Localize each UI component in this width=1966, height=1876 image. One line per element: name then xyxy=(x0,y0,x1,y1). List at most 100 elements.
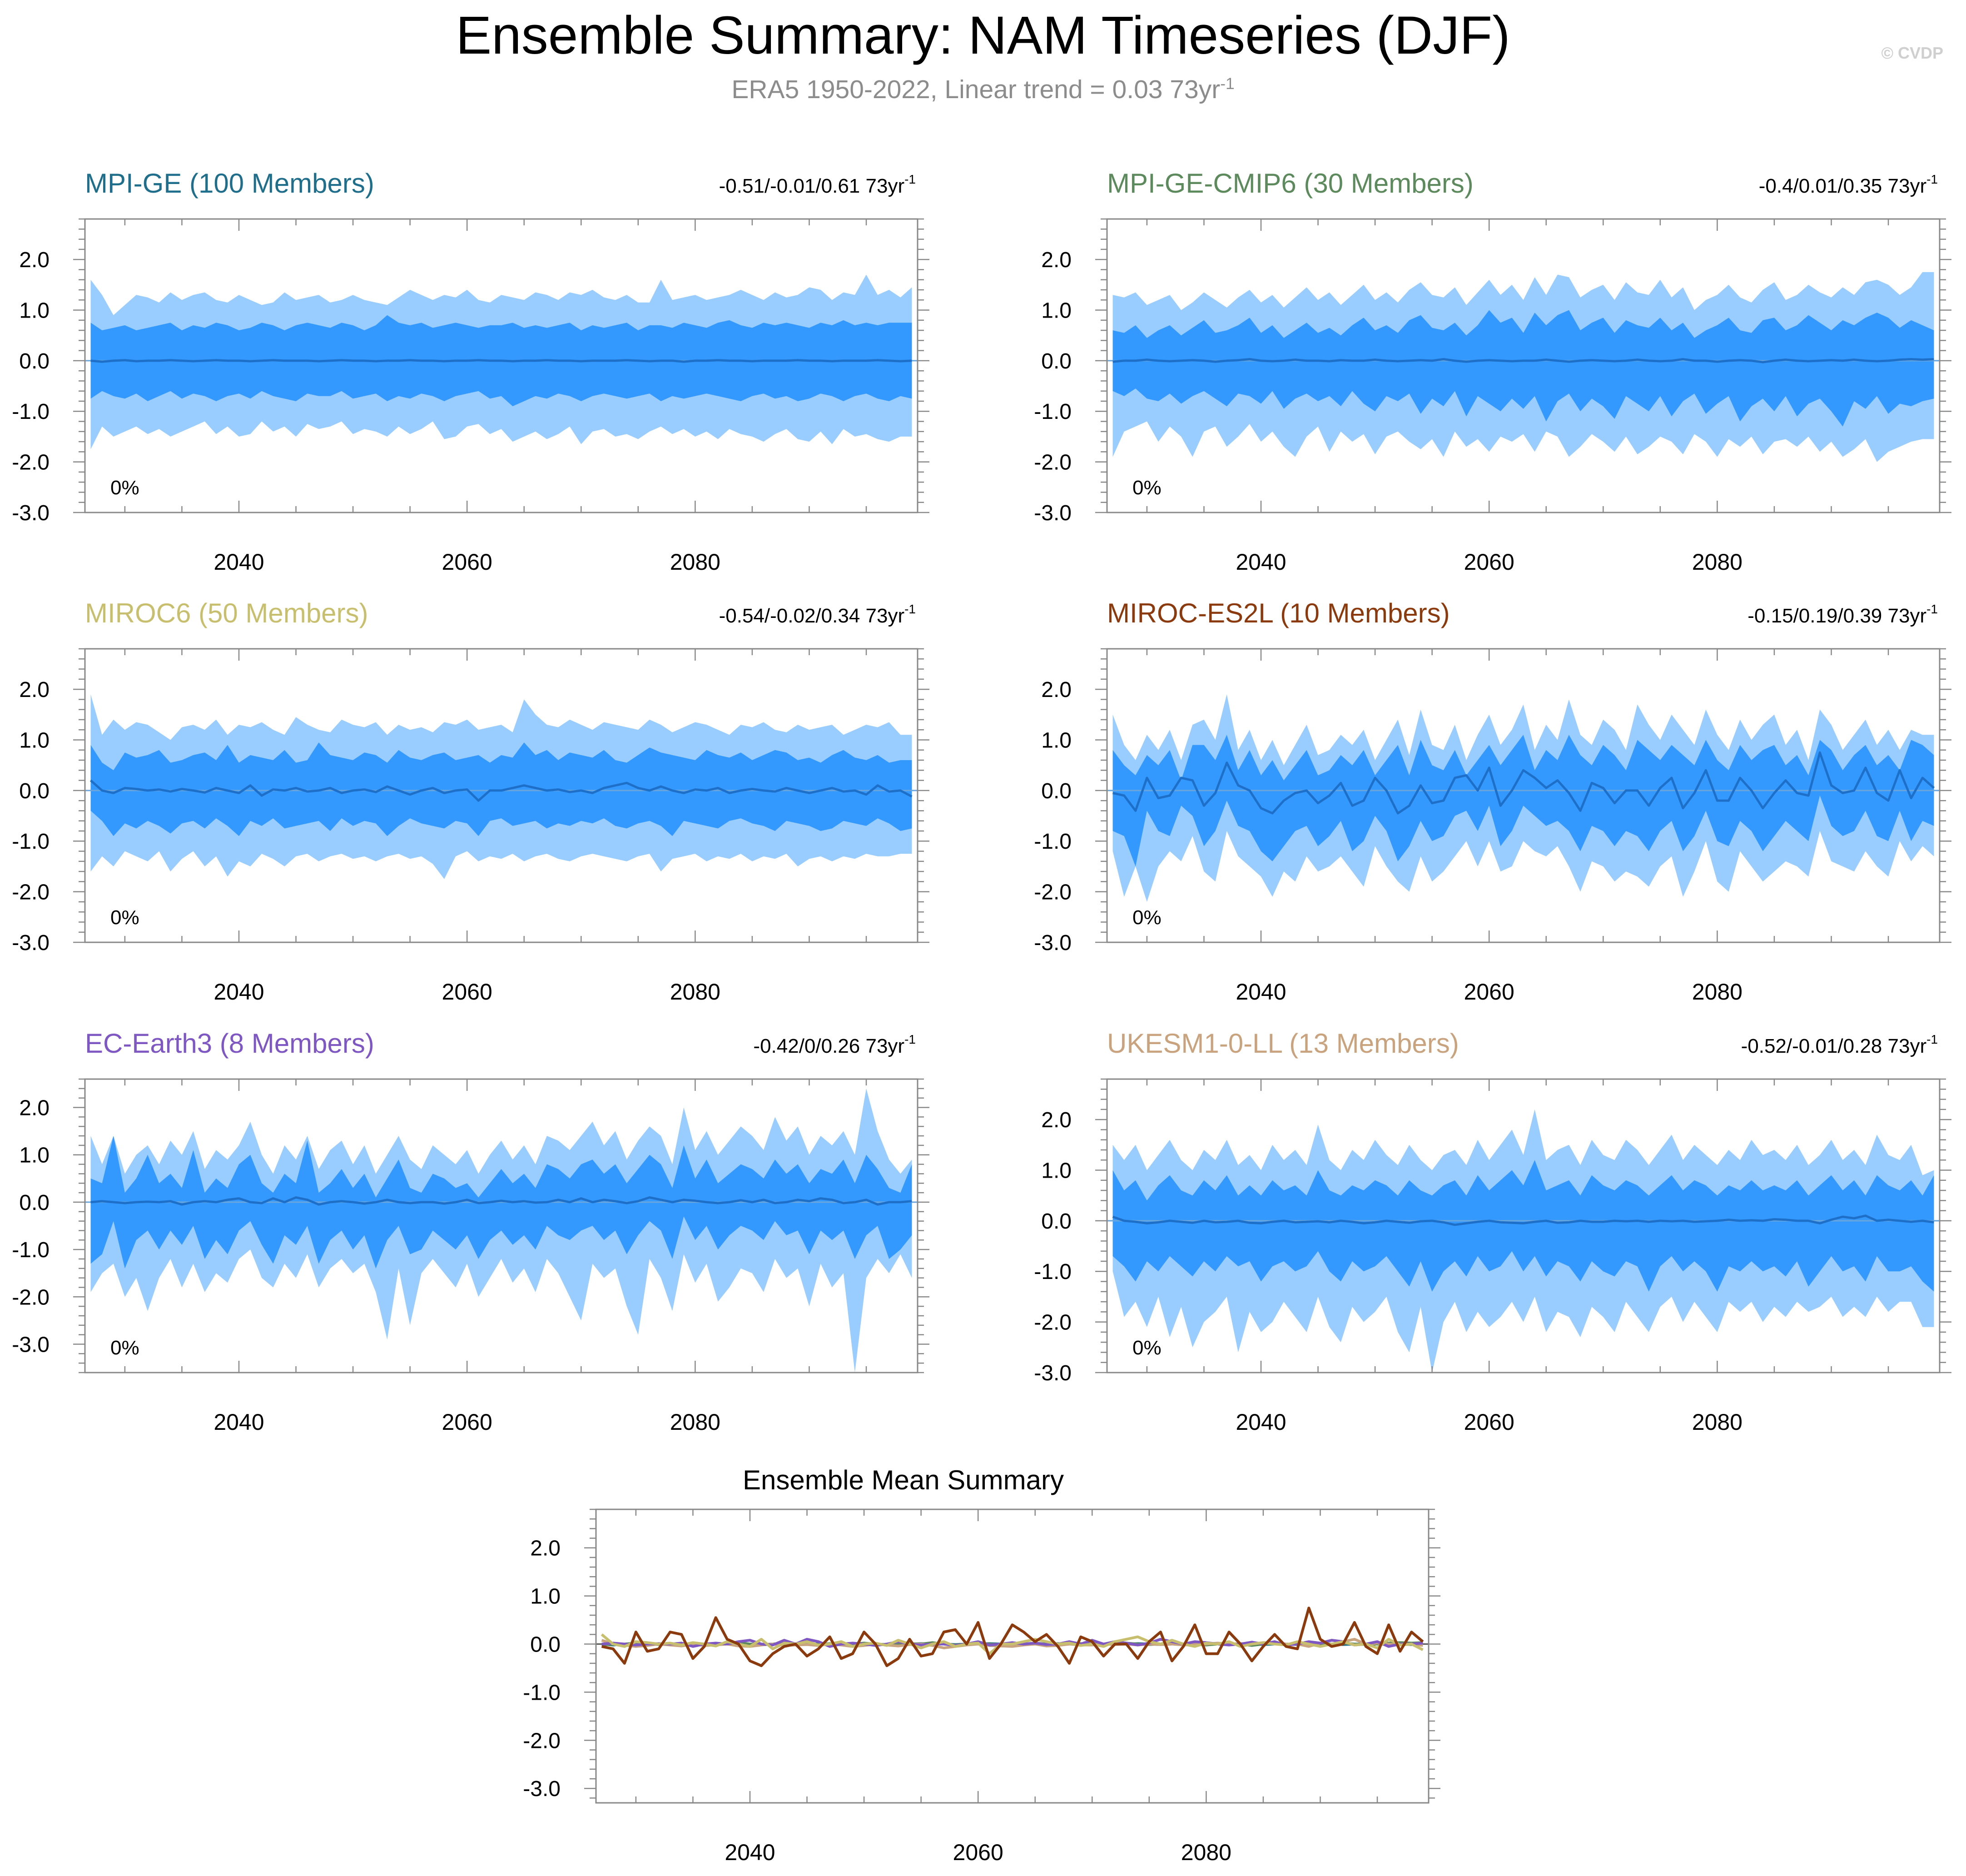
trend-annotation: -0.54/-0.02/0.34 73yr-1 xyxy=(719,602,916,627)
y-tick-label: -3.0 xyxy=(12,501,50,525)
trend-superscript: -1 xyxy=(904,172,916,186)
trend-text: -0.4/0.01/0.35 73yr xyxy=(1759,175,1926,197)
panel-title: MPI-GE (100 Members) xyxy=(85,168,374,199)
y-tick-label: 1.0 xyxy=(1041,728,1072,752)
plot-frame xyxy=(1106,218,1941,513)
trend-annotation: -0.42/0/0.26 73yr-1 xyxy=(753,1032,916,1057)
x-tick-label: 2040 xyxy=(213,979,264,1005)
plot-area xyxy=(85,694,918,879)
ensemble-mean-line xyxy=(89,779,913,802)
y-tick-label: 2.0 xyxy=(19,1096,50,1120)
y-tick-label: 2.0 xyxy=(1041,678,1072,702)
x-tick-label: 2080 xyxy=(670,1409,720,1435)
trend-text: -0.54/-0.02/0.34 73yr xyxy=(719,605,904,627)
y-tick-label: 1.0 xyxy=(19,299,50,323)
y-tick-label: 2.0 xyxy=(19,678,50,702)
y-tick-label: -2.0 xyxy=(12,881,50,905)
ensemble-mean-line xyxy=(1112,1214,1934,1226)
percent-label: 0% xyxy=(1132,477,1162,499)
figure-subtitle: ERA5 1950-2022, Linear trend = 0.03 73yr… xyxy=(0,74,1966,105)
panel-ensemble-mean: 2040 2060 2080 2.0 1.0 0.0 -1.0 -2.0 -3.0 Ensembl… xyxy=(523,1465,1440,1865)
panel-ukesm1-0-ll: 2040 2060 2080 2.0 1.0 0.0 -1.0 -2.0 -3.0 UKESM1-… xyxy=(1034,1028,1951,1435)
subtitle-superscript: -1 xyxy=(1220,75,1235,93)
x-tick-label: 2060 xyxy=(953,1840,1003,1865)
x-tick-label: 2040 xyxy=(1236,979,1286,1005)
x-tick-label: 2060 xyxy=(1464,979,1514,1005)
plot-area xyxy=(596,1607,1429,1667)
y-tick-label: 1.0 xyxy=(1041,299,1072,323)
panel-miroc-es2l: 2040 2060 2080 2.0 1.0 0.0 -1.0 -2.0 -3.0 MIROC-E… xyxy=(1034,598,1951,1005)
x-tick-label: 2040 xyxy=(1236,549,1286,575)
trend-annotation: -0.51/-0.01/0.61 73yr-1 xyxy=(719,172,916,197)
percent-label: 0% xyxy=(110,1337,139,1359)
panel-title: MPI-GE-CMIP6 (30 Members) xyxy=(1107,168,1474,199)
plot-area xyxy=(1107,272,1940,462)
y-tick-label: -1.0 xyxy=(1034,400,1072,424)
y-tick-label: -3.0 xyxy=(1034,1361,1072,1385)
y-tick-label: -3.0 xyxy=(523,1777,561,1801)
plot-area xyxy=(1107,1109,1940,1373)
y-tick-label: -3.0 xyxy=(12,931,50,955)
trend-annotation: -0.15/0.19/0.39 73yr-1 xyxy=(1748,602,1938,627)
panel-title: Ensemble Mean Summary xyxy=(743,1465,1064,1495)
x-tick-label: 2080 xyxy=(670,979,720,1005)
panel-title: MIROC6 (50 Members) xyxy=(85,598,368,628)
y-tick-label: -2.0 xyxy=(1034,451,1072,475)
x-tick-label: 2040 xyxy=(1236,1409,1286,1435)
x-tick-label: 2060 xyxy=(442,1409,492,1435)
plot-area xyxy=(85,1088,918,1373)
y-tick-label: 1.0 xyxy=(19,728,50,752)
panel-title: UKESM1-0-LL (13 Members) xyxy=(1107,1028,1459,1059)
ensemble-mean-line xyxy=(90,1196,912,1206)
plot-frame xyxy=(84,648,918,943)
y-tick-label: -2.0 xyxy=(1034,881,1072,905)
trend-text: -0.51/-0.01/0.61 73yr xyxy=(719,175,904,197)
trend-superscript: -1 xyxy=(1926,602,1938,616)
y-tick-label: -2.0 xyxy=(1034,1311,1072,1335)
plot-frame xyxy=(1106,648,1941,943)
trend-superscript: -1 xyxy=(904,602,916,616)
band-p10-p90 xyxy=(1112,1160,1934,1292)
y-tick-label: 0.0 xyxy=(1041,1209,1072,1234)
panel-title: EC-Earth3 (8 Members) xyxy=(85,1028,374,1059)
y-tick-label: -2.0 xyxy=(12,1285,50,1309)
percent-label: 0% xyxy=(110,906,139,929)
y-tick-label: 1.0 xyxy=(19,1144,50,1168)
y-tick-label: 2.0 xyxy=(530,1537,561,1561)
y-tick-label: -1.0 xyxy=(1034,830,1072,854)
y-tick-label: 1.0 xyxy=(1041,1159,1072,1183)
x-tick-label: 2040 xyxy=(725,1840,775,1865)
plot-frame xyxy=(595,1508,1430,1804)
y-tick-label: 0.0 xyxy=(1041,349,1072,373)
x-tick-label: 2080 xyxy=(1692,1409,1743,1435)
trend-text: -0.15/0.19/0.39 73yr xyxy=(1748,605,1926,627)
x-tick-label: 2060 xyxy=(1464,549,1514,575)
trend-text: -0.42/0/0.26 73yr xyxy=(753,1035,904,1057)
panel-mpi-ge: 2040 2060 2080 2.0 1.0 0.0 -1.0 -2.0 -3.0 MPI-GE … xyxy=(12,168,929,575)
plot-area xyxy=(1107,694,1940,902)
y-tick-label: -2.0 xyxy=(523,1729,561,1753)
trend-superscript: -1 xyxy=(904,1032,916,1046)
band-p10-p90 xyxy=(1112,735,1934,866)
y-tick-label: 1.0 xyxy=(530,1585,561,1609)
percent-label: 0% xyxy=(110,477,139,499)
plot-frame xyxy=(84,1078,918,1373)
y-tick-label: 0.0 xyxy=(19,1191,50,1215)
band-p10-p90 xyxy=(90,742,912,836)
trend-annotation: -0.52/-0.01/0.28 73yr-1 xyxy=(1741,1032,1938,1057)
y-tick-label: -1.0 xyxy=(12,830,50,854)
panel-ec-earth3: 2040 2060 2080 2.0 1.0 0.0 -1.0 -2.0 -3.0 EC-Eart… xyxy=(12,1028,929,1435)
trend-superscript: -1 xyxy=(1926,172,1938,186)
subtitle-text: ERA5 1950-2022, Linear trend = 0.03 73yr xyxy=(731,75,1221,104)
ensemble-mean-line xyxy=(1112,358,1934,363)
percent-label: 0% xyxy=(1132,906,1162,929)
x-tick-label: 2060 xyxy=(442,549,492,575)
panel-title: MIROC-ES2L (10 Members) xyxy=(1107,598,1450,628)
plot-frame xyxy=(1106,1078,1941,1373)
x-tick-label: 2040 xyxy=(213,1409,264,1435)
y-tick-label: -2.0 xyxy=(12,451,50,475)
y-tick-label: -3.0 xyxy=(1034,501,1072,525)
y-tick-label: 0.0 xyxy=(530,1633,561,1657)
x-tick-label: 2080 xyxy=(1181,1840,1231,1865)
panel-mpi-ge-cmip6: 2040 2060 2080 2.0 1.0 0.0 -1.0 -2.0 -3.0 MPI-GE-… xyxy=(1034,168,1951,575)
